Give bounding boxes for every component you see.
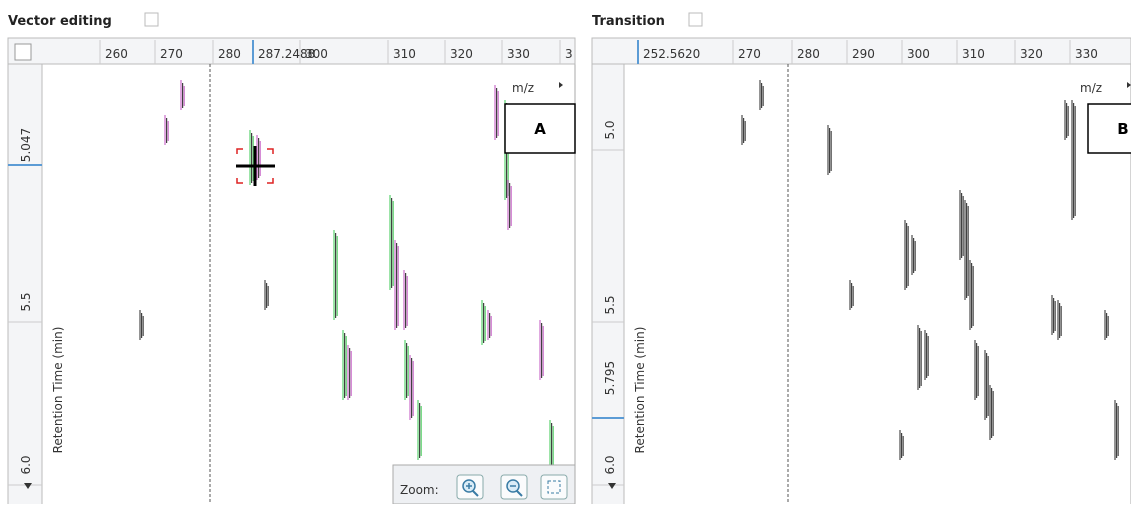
y-axis-title: Retention Time (min) <box>633 327 647 454</box>
y-tick-label: 6.0 <box>603 455 617 474</box>
panel-title: Vector editing <box>8 14 112 29</box>
y-ruler-arrow <box>24 483 32 489</box>
panel-icon <box>688 12 703 27</box>
x-unit-arrow <box>1127 82 1131 88</box>
y-ruler <box>7 63 43 508</box>
y-ruler <box>591 63 625 508</box>
panel-icon <box>144 12 159 27</box>
x-tick-label: 287.2488 <box>258 47 315 61</box>
panel-title: Transition <box>592 14 665 29</box>
y-tick-label: 5.795 <box>603 361 617 395</box>
x-unit-label: m/z <box>512 81 534 95</box>
y-ruler-arrow <box>608 483 616 489</box>
handle <box>472 490 479 497</box>
x-tick-label: 280 <box>218 47 241 61</box>
y-tick-label: 5.047 <box>19 128 33 162</box>
x-tick-label: 330 <box>1075 47 1098 61</box>
x-ruler <box>591 37 1131 65</box>
plot-frame <box>591 37 1131 508</box>
y-tick-label: 5.5 <box>603 295 617 314</box>
x-tick-label: 252.5620 <box>643 47 700 61</box>
fit-icon <box>547 480 561 494</box>
button-frame <box>540 474 568 500</box>
zoom-out-button[interactable] <box>500 474 528 500</box>
crosshair-brackets <box>236 148 274 184</box>
x-tick-label: 290 <box>852 47 875 61</box>
panel-label: A <box>534 120 546 138</box>
panel-label-box <box>504 103 576 154</box>
y-tick-label: 5.0 <box>603 120 617 139</box>
zoom-fit-button[interactable] <box>540 474 568 500</box>
zoom-label: Zoom: <box>400 483 439 497</box>
x-tick-label: 300 <box>305 47 328 61</box>
x-tick-label: 300 <box>907 47 930 61</box>
plot-frame <box>7 37 576 508</box>
y-axis-title: Retention Time (min) <box>51 327 65 454</box>
x-tick-label: 320 <box>450 47 473 61</box>
y-tick-label: 5.5 <box>19 292 33 311</box>
x-tick-label: 270 <box>160 47 183 61</box>
x-tick-label: 270 <box>738 47 761 61</box>
x-tick-label: 310 <box>962 47 985 61</box>
x-tick-label: 330 <box>507 47 530 61</box>
panel-label-box <box>1087 103 1131 154</box>
x-tick-label: 310 <box>393 47 416 61</box>
panel-label: B <box>1117 120 1128 138</box>
crosshair <box>236 146 275 186</box>
corner-box <box>14 43 32 61</box>
y-tick-label: 6.0 <box>19 455 33 474</box>
zoom-in-button[interactable] <box>456 474 484 500</box>
x-unit-arrow <box>559 82 563 88</box>
x-ruler <box>7 37 576 65</box>
handle <box>516 490 523 497</box>
zoom-toolbar: Zoom: <box>392 464 576 505</box>
x-tick-label: 260 <box>105 47 128 61</box>
x-unit-label: m/z <box>1080 81 1102 95</box>
panel: Transition 252.5620 270 280 290 300 310 320 330 5… <box>591 12 1131 508</box>
x-tick-label: 280 <box>797 47 820 61</box>
x-tick-label: 320 <box>1020 47 1043 61</box>
x-tick-label: 3 <box>565 47 573 61</box>
